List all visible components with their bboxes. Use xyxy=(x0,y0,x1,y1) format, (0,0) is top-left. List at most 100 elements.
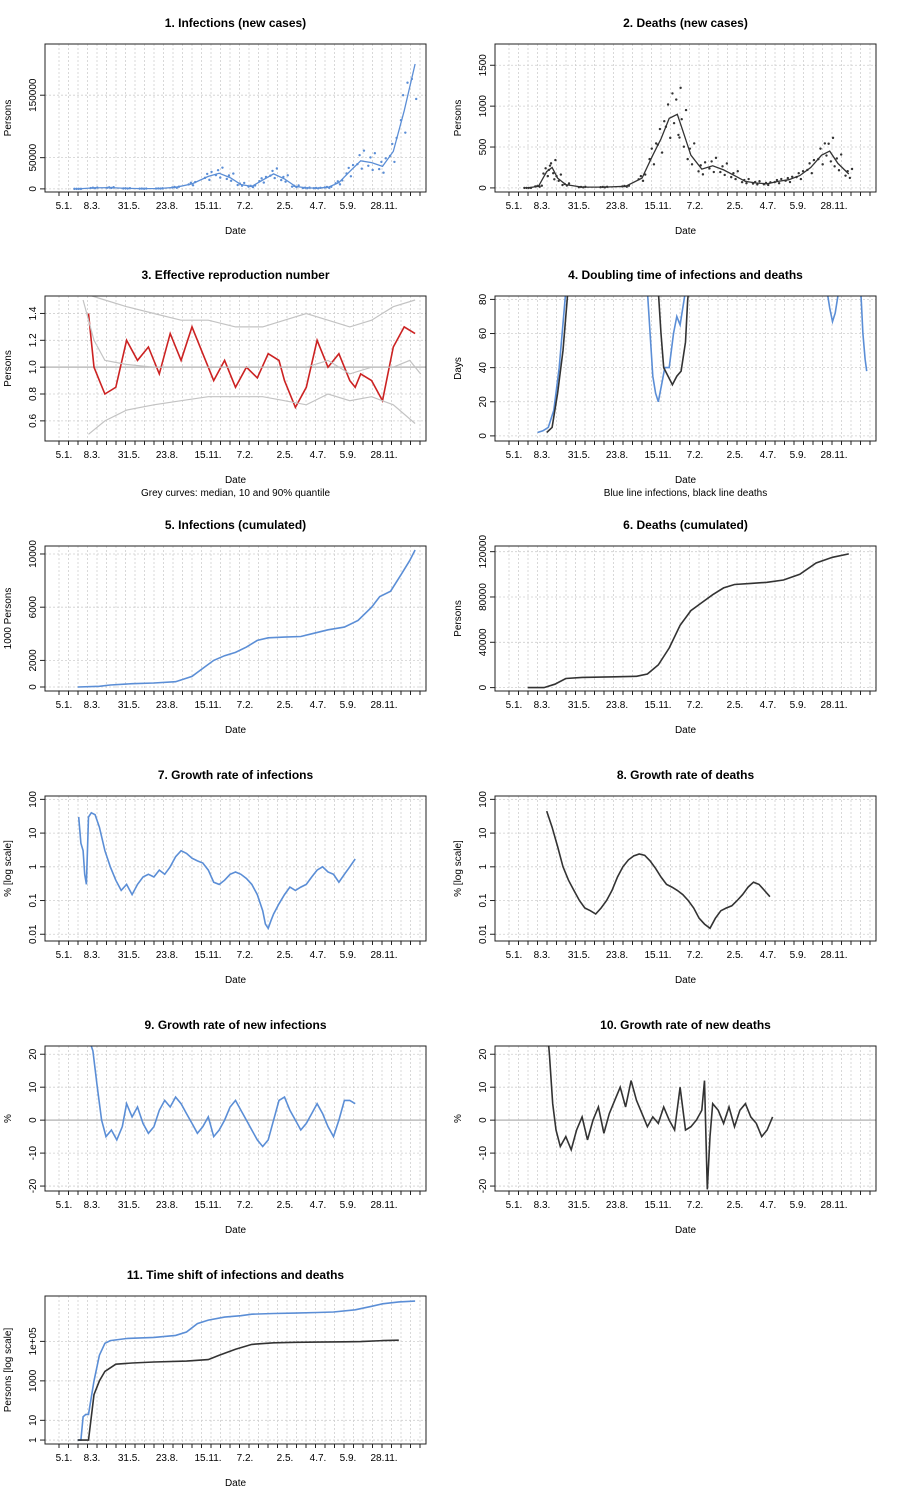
data-point xyxy=(373,152,377,155)
y-tick-label: 1 xyxy=(28,864,39,870)
x-axis-label: Date xyxy=(225,475,247,486)
x-tick-label: 4.7. xyxy=(310,1453,327,1464)
chart-note: Grey curves: median, 10 and 90% quantile xyxy=(141,488,330,499)
data-point xyxy=(388,154,392,158)
data-point xyxy=(693,142,696,145)
data-point xyxy=(327,186,331,189)
data-point xyxy=(690,163,694,166)
x-tick-label: 31.5. xyxy=(568,950,590,961)
x-tick-label: 4.7. xyxy=(310,700,327,711)
data-point xyxy=(548,164,552,167)
x-tick-label: 23.8. xyxy=(156,950,178,961)
data-point xyxy=(678,136,681,139)
y-tick-label: 1.4 xyxy=(28,306,39,320)
x-tick-label: 2.5. xyxy=(277,700,294,711)
data-point xyxy=(301,186,305,190)
data-point xyxy=(112,185,115,189)
data-point xyxy=(797,171,800,175)
data-point xyxy=(795,175,798,179)
y-tick-label: 1000 xyxy=(28,1369,39,1392)
x-tick-label: 4.7. xyxy=(760,1200,777,1211)
x-axis-label: Date xyxy=(225,1225,247,1236)
data-point xyxy=(124,187,127,190)
data-point xyxy=(553,178,556,181)
y-tick-label: 10000 xyxy=(28,540,39,568)
x-tick-label: 23.8. xyxy=(606,950,628,961)
y-tick-label: -20 xyxy=(28,1178,39,1193)
data-point xyxy=(159,187,162,190)
y-tick-label: 1.2 xyxy=(28,333,39,347)
data-point xyxy=(788,180,792,184)
x-tick-label: 7.2. xyxy=(237,1200,254,1211)
y-tick-label: 20 xyxy=(478,1048,489,1060)
data-point xyxy=(404,131,407,134)
x-tick-label: 5.9. xyxy=(340,1453,357,1464)
data-point xyxy=(297,184,300,187)
data-point xyxy=(253,184,257,187)
data-point xyxy=(221,166,224,169)
y-tick-label: 0.01 xyxy=(28,924,39,944)
x-axis-label: Date xyxy=(675,725,697,736)
data-point xyxy=(284,180,287,183)
x-tick-label: 23.8. xyxy=(606,450,628,461)
chart-panel-11: 11. Time shift of infections and deaths 5… xyxy=(3,1268,427,1489)
x-tick-label: 28.11. xyxy=(820,450,847,461)
data-point xyxy=(823,142,827,145)
plot-frame xyxy=(494,1045,877,1192)
data-point xyxy=(108,186,111,189)
data-point xyxy=(740,180,744,184)
data-point xyxy=(142,187,146,190)
x-tick-label: 31.5. xyxy=(568,700,590,711)
plot-frame xyxy=(44,795,427,942)
x-tick-label: 23.8. xyxy=(156,700,178,711)
x-tick-label: 5.1. xyxy=(56,700,73,711)
data-point xyxy=(817,157,820,161)
data-point xyxy=(247,185,250,188)
x-tick-label: 7.2. xyxy=(237,1453,254,1464)
data-point xyxy=(625,185,628,188)
data-point xyxy=(821,163,824,166)
x-axis-label: Date xyxy=(225,226,247,237)
x-tick-label: 5.9. xyxy=(340,201,357,212)
x-tick-label: 8.3. xyxy=(534,1200,551,1211)
data-point xyxy=(227,174,231,177)
data-point xyxy=(189,181,193,185)
data-point xyxy=(682,145,686,148)
x-tick-label: 7.2. xyxy=(687,450,704,461)
data-point xyxy=(810,171,813,175)
y-tick-label: 1e+05 xyxy=(28,1327,39,1356)
series-line-5 xyxy=(546,296,569,434)
data-point xyxy=(753,180,757,184)
x-tick-label: 5.9. xyxy=(340,700,357,711)
x-tick-label: 8.3. xyxy=(84,1453,101,1464)
data-point xyxy=(658,127,662,131)
x-tick-label: 15.11. xyxy=(194,450,221,461)
data-point xyxy=(232,172,235,175)
data-point xyxy=(808,162,811,165)
data-point xyxy=(77,187,80,191)
data-point xyxy=(399,118,403,122)
x-tick-label: 5.9. xyxy=(790,201,807,212)
x-tick-label: 5.1. xyxy=(506,700,523,711)
data-point xyxy=(225,177,228,181)
data-point xyxy=(701,173,705,176)
data-point xyxy=(395,136,398,140)
data-point xyxy=(79,187,83,191)
x-axis-label: Date xyxy=(675,975,697,986)
data-layer xyxy=(90,1046,356,1148)
data-point xyxy=(703,161,707,164)
y-tick-label: 0.01 xyxy=(478,924,489,944)
x-tick-label: 4.7. xyxy=(760,700,777,711)
data-point xyxy=(846,170,849,173)
series-line-6 xyxy=(657,296,689,387)
data-point xyxy=(684,108,688,112)
data-point xyxy=(377,167,381,171)
x-tick-label: 28.11. xyxy=(370,450,397,461)
chart-title: 9. Growth rate of new infections xyxy=(144,1018,326,1032)
x-tick-label: 5.9. xyxy=(340,1200,357,1211)
y-tick-label: 60 xyxy=(478,328,489,340)
x-axis-label: Date xyxy=(225,725,247,736)
data-point xyxy=(732,171,735,175)
data-layer xyxy=(77,1300,416,1441)
x-tick-label: 7.2. xyxy=(687,950,704,961)
